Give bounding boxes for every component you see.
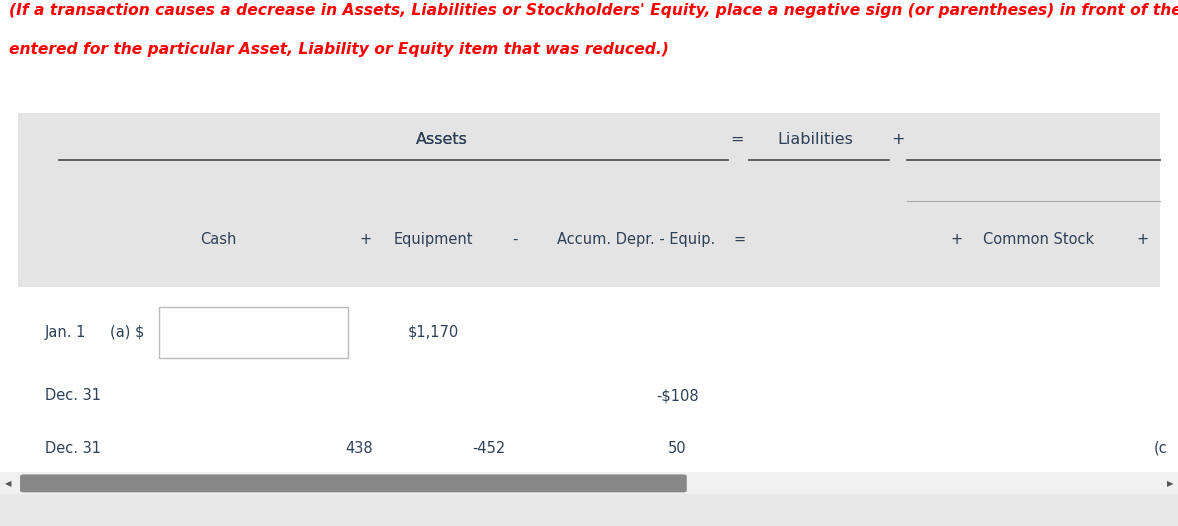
Text: 438: 438 (345, 441, 373, 456)
FancyBboxPatch shape (20, 474, 687, 492)
Text: (a) $: (a) $ (110, 325, 144, 340)
Text: 50: 50 (668, 441, 687, 456)
Text: ◀: ◀ (5, 479, 12, 488)
Text: $1,170: $1,170 (408, 325, 459, 340)
Text: Cash: Cash (200, 232, 236, 247)
Text: ▶: ▶ (1166, 479, 1173, 488)
Text: (If a transaction causes a decrease in Assets, Liabilities or Stockholders' Equi: (If a transaction causes a decrease in A… (9, 3, 1178, 18)
Bar (0, 472, 1178, 494)
Text: -452: -452 (472, 441, 505, 456)
Text: +: + (951, 232, 962, 247)
Text: Jan. 1: Jan. 1 (45, 325, 86, 340)
Text: Assets: Assets (416, 132, 468, 147)
Text: +: + (891, 132, 905, 147)
Text: Liabilities: Liabilities (777, 132, 853, 147)
Text: Accum. Depr. - Equip.: Accum. Depr. - Equip. (557, 232, 715, 247)
Text: +: + (359, 232, 371, 247)
Bar (18, 287, 1160, 484)
Text: -: - (512, 232, 517, 247)
Text: =: = (730, 132, 744, 147)
Text: Assets: Assets (416, 132, 468, 147)
Text: entered for the particular Asset, Liability or Equity item that was reduced.): entered for the particular Asset, Liabil… (9, 42, 669, 57)
Bar (0, 494, 1178, 526)
Text: Dec. 31: Dec. 31 (45, 388, 101, 403)
Text: +: + (1137, 232, 1149, 247)
Text: (c: (c (1153, 441, 1167, 456)
Text: =: = (734, 232, 746, 247)
Text: Equipment: Equipment (393, 232, 474, 247)
Bar (159, 307, 348, 358)
Text: -$108: -$108 (656, 388, 699, 403)
Text: Dec. 31: Dec. 31 (45, 441, 101, 456)
Bar (18, 113, 1160, 287)
Text: Common Stock: Common Stock (984, 232, 1094, 247)
